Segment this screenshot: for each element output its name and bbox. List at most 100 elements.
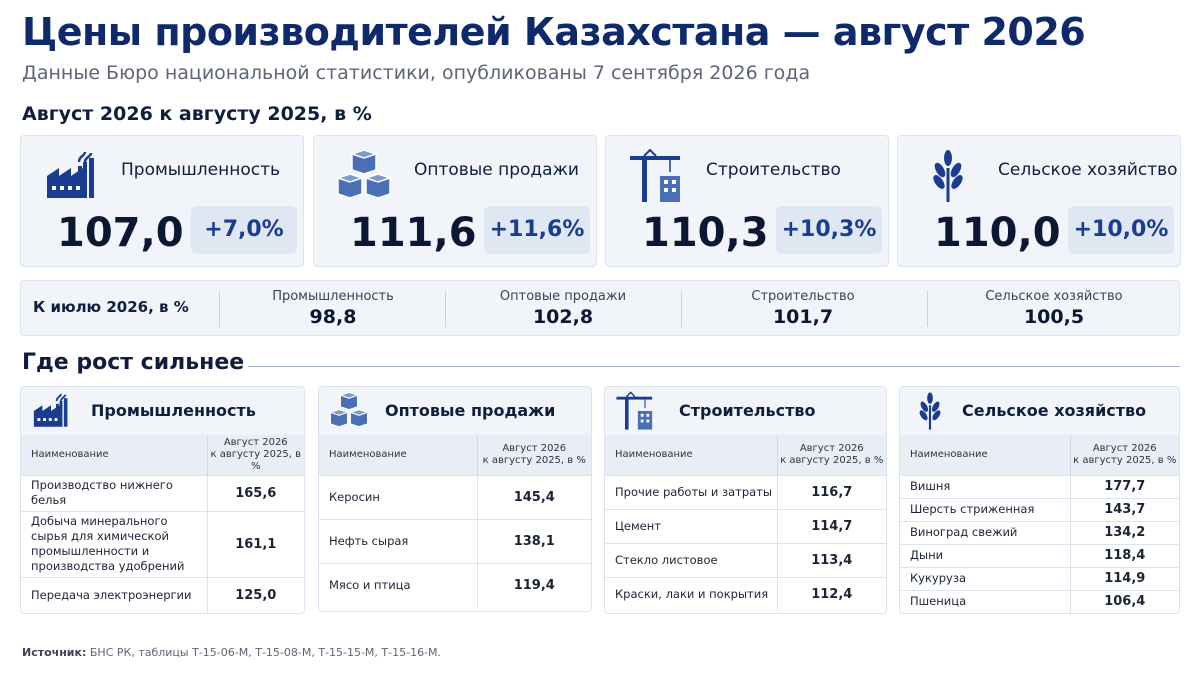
panel-header: Промышленность <box>21 387 304 435</box>
column-header-line: Август 2026 <box>1092 442 1157 454</box>
row-value: 114,9 <box>1069 566 1179 590</box>
kpi-change-badge: +7,0% <box>191 206 297 254</box>
growth-panel-construction: Строительство Наименование Август 2026 к … <box>604 386 887 614</box>
row-name: Передача электроэнергии <box>21 576 207 613</box>
boxes-icon <box>329 391 369 431</box>
row-name: Стекло листовое <box>605 542 777 577</box>
source-label: Источник: <box>22 646 87 659</box>
crane-icon <box>628 148 684 204</box>
column-header-line: к августу 2025, в % <box>482 454 586 466</box>
column-header-value: Август 2026 к августу 2025, в % <box>206 435 304 475</box>
table-row: Нефть сырая 138,1 <box>319 518 591 563</box>
table-header-row: Наименование Август 2026 к августу 2025, … <box>21 435 304 475</box>
growth-table: Наименование Август 2026 к августу 2025, … <box>900 435 1179 613</box>
monthly-item-value: 101,7 <box>772 306 834 328</box>
row-name: Пшеница <box>900 589 1070 613</box>
table-row: Краски, лаки и покрытия 112,4 <box>605 576 886 611</box>
panel-title: Оптовые продажи <box>385 401 556 420</box>
kpi-card-wholesale: Оптовые продажи 111,6 +11,6% <box>313 135 597 267</box>
growth-panel-wholesale: Оптовые продажи Наименование Август 2026… <box>318 386 592 612</box>
panel-header: Строительство <box>605 387 886 435</box>
wheat-icon <box>910 391 950 431</box>
kpi-change-badge: +10,0% <box>1068 206 1174 254</box>
row-name: Краски, лаки и покрытия <box>605 576 777 611</box>
monthly-item-wholesale: Оптовые продажи 102,8 <box>465 289 661 328</box>
row-name: Керосин <box>319 474 477 519</box>
row-name: Кукуруза <box>900 566 1070 590</box>
column-header-name: Наименование <box>605 435 777 475</box>
row-value: 112,4 <box>776 576 886 611</box>
column-header-line: к августу 2025, в % <box>780 454 884 466</box>
row-value: 143,7 <box>1069 497 1179 521</box>
row-value: 134,2 <box>1069 520 1179 544</box>
row-value: 119,4 <box>476 562 591 607</box>
monthly-item-label: Строительство <box>751 289 855 304</box>
column-header-value: Август 2026 к августу 2025, в % <box>476 435 591 475</box>
table-row: Передача электроэнергии 125,0 <box>21 576 304 613</box>
monthly-item-label: Сельское хозяйство <box>985 289 1123 304</box>
row-name: Добыча минерального сырья для химической… <box>21 510 207 577</box>
column-header-line: Август 2026 <box>502 442 567 454</box>
crane-icon <box>615 391 655 431</box>
page-title: Цены производителей Казахстана — август … <box>22 10 1086 54</box>
factory-icon <box>43 148 99 204</box>
divider <box>445 291 446 327</box>
monthly-item-label: Промышленность <box>272 289 394 304</box>
boxes-icon <box>336 148 392 204</box>
table-row: Керосин 145,4 <box>319 474 591 519</box>
table-header-row: Наименование Август 2026 к августу 2025, … <box>900 435 1179 475</box>
row-value: 118,4 <box>1069 543 1179 567</box>
page-subtitle: Данные Бюро национальной статистики, опу… <box>22 62 811 84</box>
kpi-value: 110,0 <box>934 210 1061 256</box>
column-header-line: к августу 2025, в % <box>210 448 302 472</box>
divider <box>219 291 220 327</box>
column-header-name: Наименование <box>900 435 1070 475</box>
monthly-item-agriculture: Сельское хозяйство 100,5 <box>947 289 1161 328</box>
kpi-card-agriculture: Сельское хозяйство 110,0 +10,0% <box>897 135 1181 267</box>
monthly-item-value: 98,8 <box>309 306 357 328</box>
kpi-label: Сельское хозяйство <box>998 160 1178 180</box>
table-row: Производство нижнего белья 165,6 <box>21 474 304 511</box>
growth-heading: Где рост сильнее <box>22 350 245 375</box>
monthly-item-construction: Строительство 101,7 <box>701 289 905 328</box>
divider <box>681 291 682 327</box>
kpi-label: Строительство <box>706 160 841 180</box>
source-text: БНС РК, таблицы Т-15-06-М, Т-15-08-М, Т-… <box>89 646 442 659</box>
growth-table: Наименование Август 2026 к августу 2025, … <box>21 435 304 613</box>
row-value: 114,7 <box>776 508 886 543</box>
table-row: Стекло листовое 113,4 <box>605 542 886 577</box>
panel-title: Строительство <box>679 401 816 420</box>
row-value: 106,4 <box>1069 589 1179 613</box>
row-name: Прочие работы и затраты <box>605 474 777 509</box>
table-row: Мясо и птица 119,4 <box>319 562 591 607</box>
kpi-value: 107,0 <box>57 210 184 256</box>
kpi-label: Промышленность <box>121 160 281 180</box>
row-value: 125,0 <box>206 576 304 613</box>
monthly-item-label: Оптовые продажи <box>499 289 627 304</box>
panel-title: Сельское хозяйство <box>962 401 1147 420</box>
table-row: Пшеница 106,4 <box>900 589 1179 613</box>
column-header-name: Наименование <box>319 435 477 475</box>
row-value: 161,1 <box>206 510 304 577</box>
table-row: Дыни 118,4 <box>900 543 1179 567</box>
panel-title: Промышленность <box>91 401 256 420</box>
table-row: Добыча минерального сырья для химической… <box>21 510 304 577</box>
row-name: Мясо и птица <box>319 562 477 607</box>
monthly-strip: К июлю 2026, в % Промышленность 98,8 Опт… <box>20 280 1180 336</box>
table-row: Виноград свежий 134,2 <box>900 520 1179 544</box>
table-row: Шерсть стриженная 143,7 <box>900 497 1179 521</box>
monthly-item-value: 102,8 <box>532 306 594 328</box>
growth-table: Наименование Август 2026 к августу 2025, … <box>605 435 886 611</box>
row-name: Шерсть стриженная <box>900 497 1070 521</box>
row-name: Виноград свежий <box>900 520 1070 544</box>
annual-heading: Август 2026 к августу 2025, в % <box>22 103 372 125</box>
row-value: 113,4 <box>776 542 886 577</box>
kpi-change-badge: +11,6% <box>484 206 590 254</box>
kpi-change-badge: +10,3% <box>776 206 882 254</box>
factory-icon <box>31 391 71 431</box>
column-header-value: Август 2026 к августу 2025, в % <box>1069 435 1179 475</box>
heading-rule <box>248 366 1180 367</box>
kpi-card-industry: Промышленность 107,0 +7,0% <box>20 135 304 267</box>
column-header-line: Август 2026 <box>223 436 288 448</box>
row-name: Вишня <box>900 474 1070 498</box>
